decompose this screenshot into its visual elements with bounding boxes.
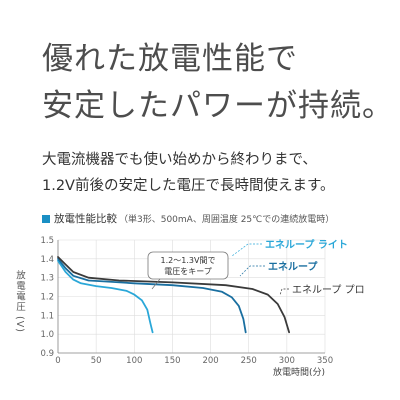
y-tick-label: 1.2 xyxy=(40,293,54,303)
label-leader xyxy=(231,243,262,257)
annotation-text: 電圧をキープ xyxy=(164,267,212,276)
x-tick-label: 150 xyxy=(164,356,180,366)
headline-line-1: 優れた放電性能で xyxy=(42,41,298,77)
y-tick-label: 1.0 xyxy=(40,330,54,340)
x-tick-label: 200 xyxy=(202,356,218,366)
x-tick-label: 250 xyxy=(241,356,257,366)
annotation-text: 1.2～1.3V間で xyxy=(161,256,216,265)
chart-title: 放電性能比較 xyxy=(54,213,117,225)
y-tick-label: 1.3 xyxy=(40,274,54,284)
headline-line-2: 安定したパワーが持続。 xyxy=(42,88,394,124)
series-line xyxy=(57,259,154,334)
chart-subtitle: （単3形、500mA、周囲温度 25℃での連続放電時） xyxy=(119,215,335,225)
x-tick-label: 50 xyxy=(91,356,102,366)
y-tick-label: 0.9 xyxy=(40,349,54,359)
series-label: エネループ ライト xyxy=(265,238,348,251)
description-line-2: 1.2V前後の安定した電圧で長時間使えます。 xyxy=(42,178,335,194)
chart-header: 放電性能比較 （単3形、500mA、周囲温度 25℃での連続放電時） xyxy=(42,211,334,226)
label-leader xyxy=(239,265,265,277)
square-bullet-icon xyxy=(42,214,50,223)
y-tick-label: 1.1 xyxy=(40,311,54,321)
description: 大電流機器でも使い始めから終わりまで、 1.2V前後の安定した電圧で長時間使えま… xyxy=(42,147,335,199)
y-axis-label: 放電電圧 (V) xyxy=(14,270,25,333)
y-tick-label: 1.5 xyxy=(40,236,54,246)
x-tick-label: 350 xyxy=(317,356,333,366)
label-leader xyxy=(279,288,289,296)
series-line xyxy=(57,257,247,334)
x-tick-label: 0 xyxy=(55,356,60,366)
x-axis-label: 放電時間(分) xyxy=(273,366,325,378)
annotation-box xyxy=(147,251,229,280)
x-tick-label: 100 xyxy=(126,356,142,366)
series-label: エネループ xyxy=(268,260,318,273)
headline: 優れた放電性能で 安定したパワーが持続。 xyxy=(42,36,394,130)
description-line-1: 大電流機器でも使い始めから終わりまで、 xyxy=(42,152,317,168)
series-label: エネループ プロ xyxy=(292,284,365,296)
series-line xyxy=(57,256,290,334)
y-tick-label: 1.4 xyxy=(40,255,54,265)
annotation-pointer xyxy=(151,278,161,290)
x-tick-label: 300 xyxy=(279,356,295,366)
